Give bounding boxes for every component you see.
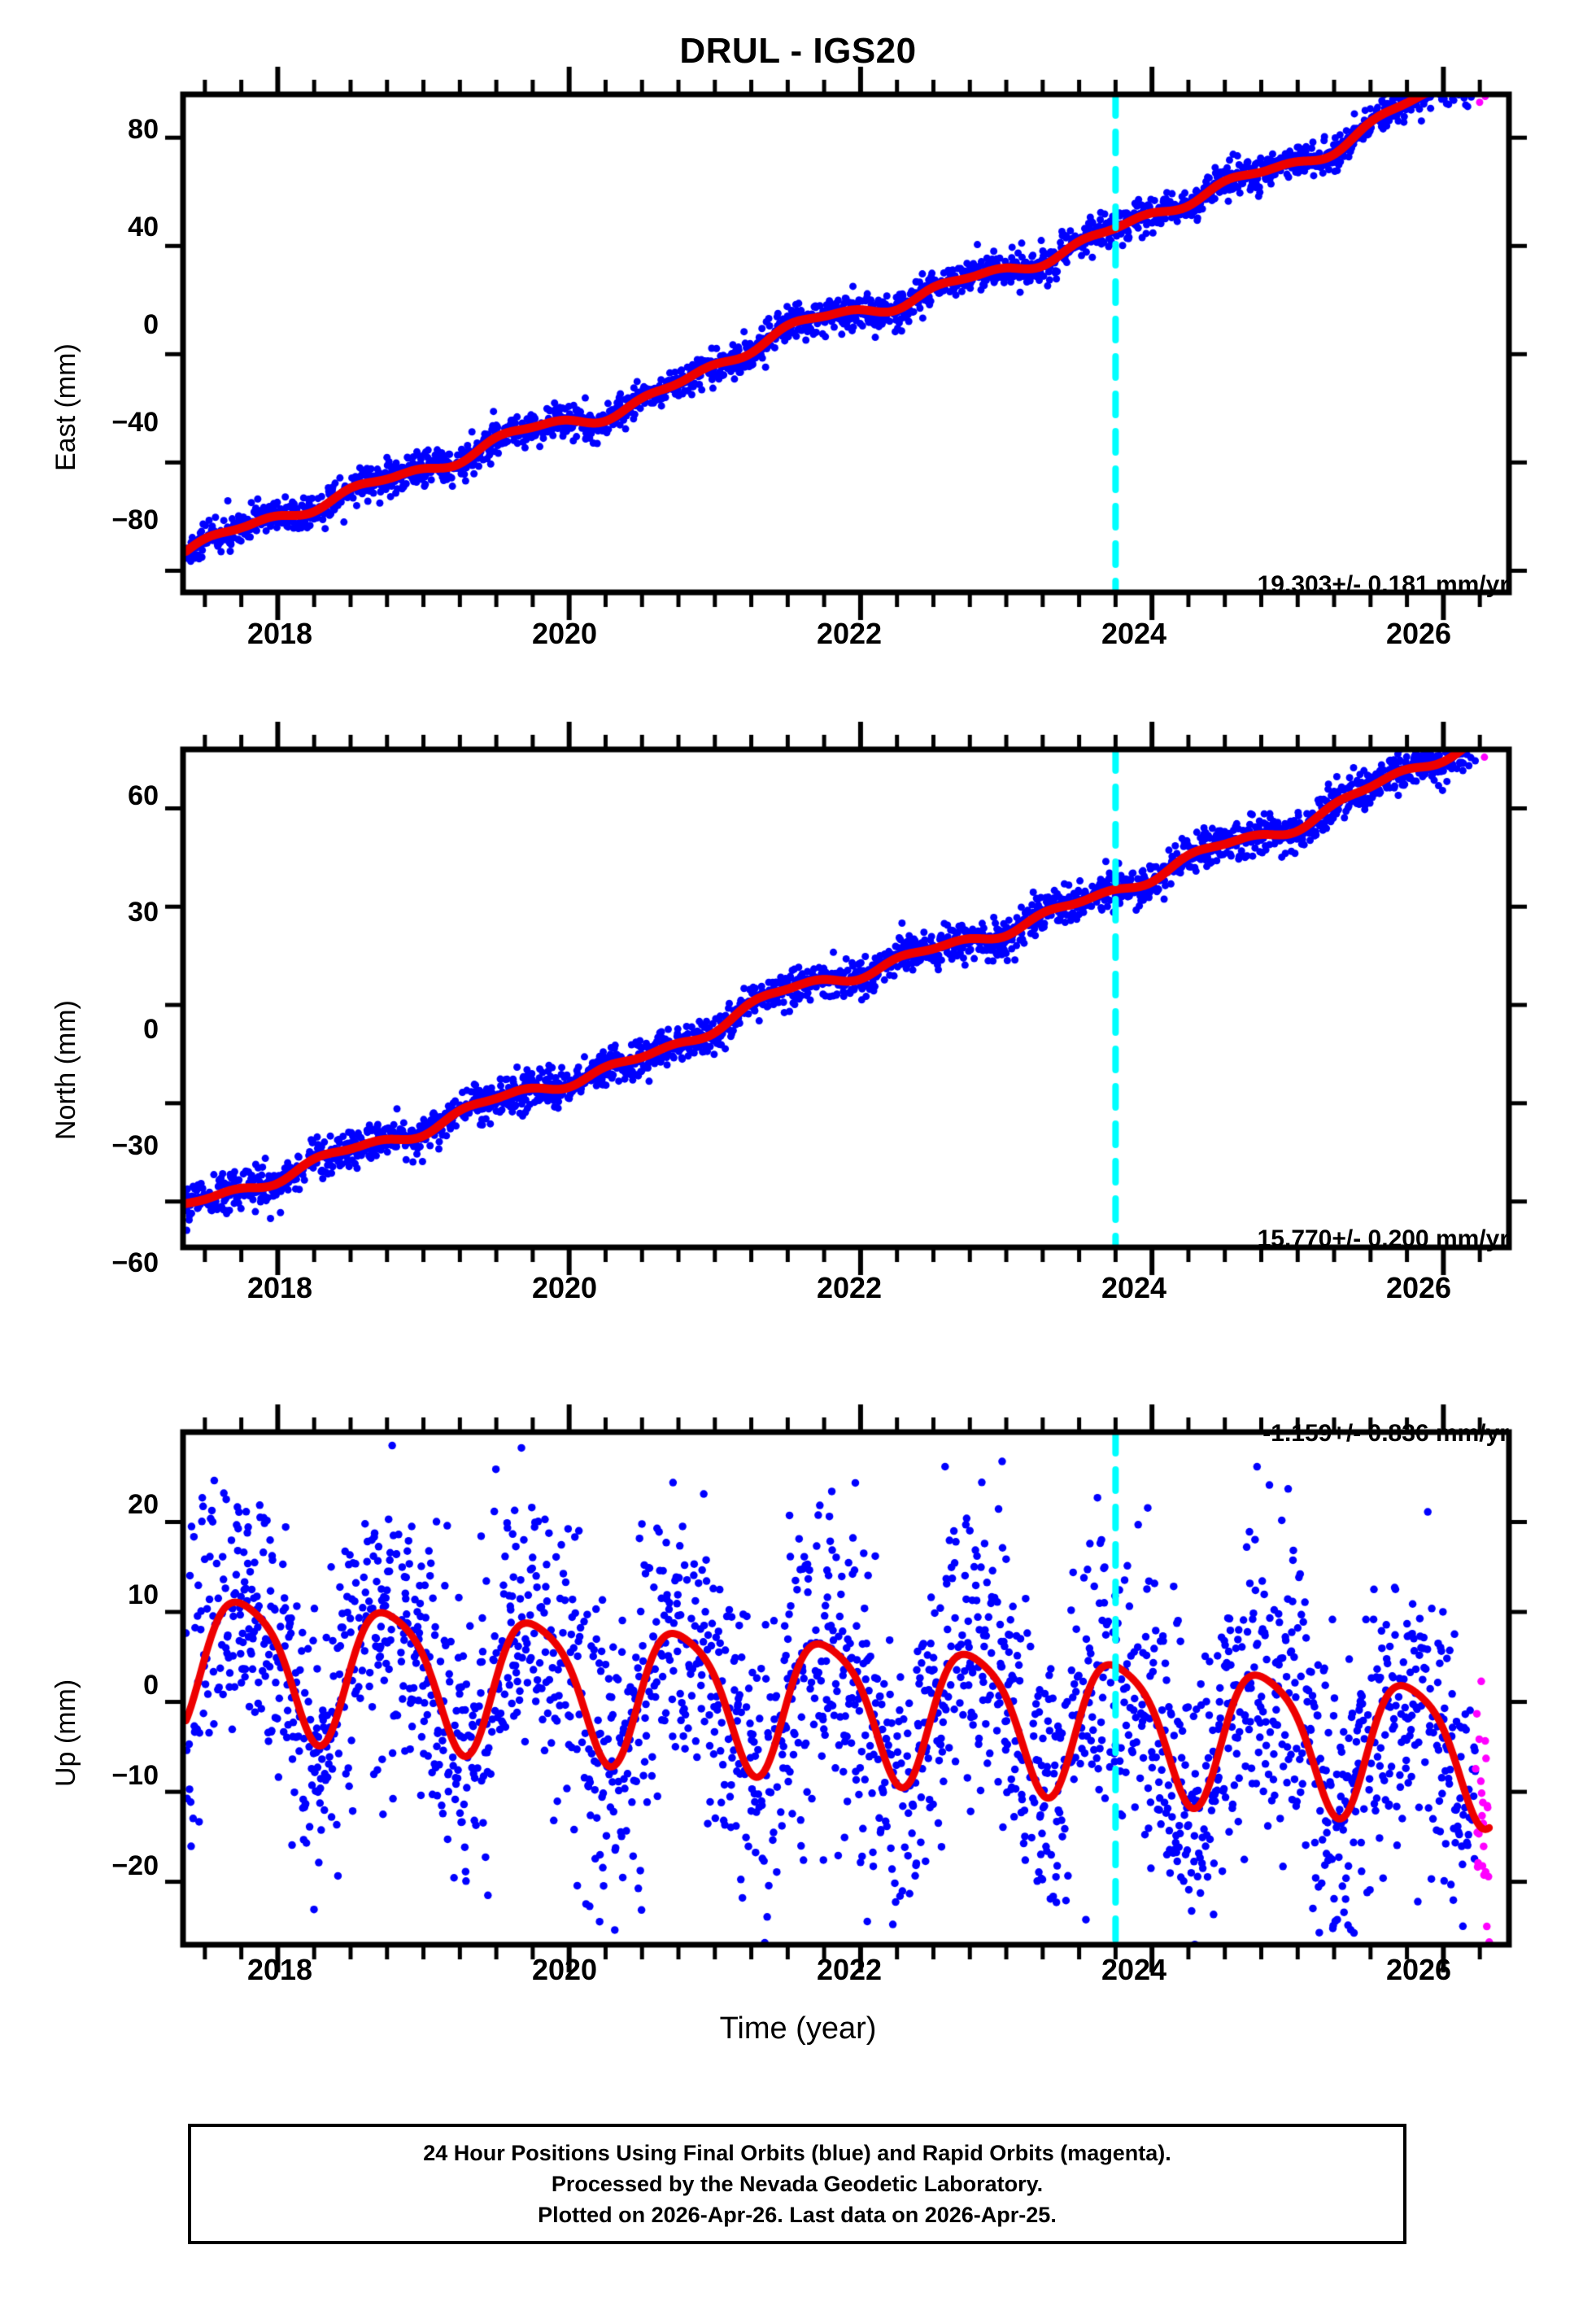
east-rate-annotation: 19.303+/- 0.181 mm/yr [1257, 571, 1509, 598]
up-ytick-10: 10 [128, 1579, 159, 1610]
east-xtick-2022: 2022 [816, 617, 883, 650]
up-ytick-neg20: −20 [111, 1850, 159, 1881]
east-ytick-40: 40 [128, 212, 159, 242]
north-ytick-60: 60 [128, 780, 159, 811]
up-xtick-2024: 2024 [1101, 1953, 1167, 1986]
footer-line-1: 24 Hour Positions Using Final Orbits (bl… [423, 2140, 1171, 2165]
east-xtick-2020: 2020 [531, 617, 598, 650]
east-xtick-2026: 2026 [1385, 617, 1452, 650]
footer-line-2: Processed by the Nevada Geodetic Laborat… [551, 2171, 1044, 2196]
up-axis-label: Up (mm) [50, 1679, 81, 1787]
north-axis-label: North (mm) [50, 1000, 81, 1140]
east-ytick-neg40: −40 [111, 407, 159, 438]
up-xtick-2022: 2022 [816, 1953, 883, 1986]
north-ytick-0: 0 [143, 1014, 159, 1045]
up-rate-annotation: -1.159+/- 0.836 mm/yr [1262, 1420, 1509, 1447]
up-ytick-neg10: −10 [111, 1760, 159, 1791]
page-title: DRUL - IGS20 [679, 31, 917, 71]
up-xtick-2026: 2026 [1385, 1953, 1452, 1986]
up-ytick-0: 0 [143, 1670, 159, 1701]
north-rate-annotation: 15.770+/- 0.200 mm/yr [1257, 1225, 1509, 1252]
east-ytick-80: 80 [128, 114, 159, 145]
east-axis-label: East (mm) [50, 343, 81, 471]
east-xtick-2024: 2024 [1101, 617, 1167, 650]
east-ytick-neg80: −80 [111, 504, 159, 535]
up-xtick-2018: 2018 [246, 1953, 313, 1986]
up-xtick-2020: 2020 [531, 1953, 598, 1986]
x-axis-title: Time (year) [719, 2011, 877, 2046]
north-xtick-2022: 2022 [816, 1271, 883, 1304]
east-ytick-0: 0 [143, 309, 159, 340]
east-xtick-2018: 2018 [246, 617, 313, 650]
north-ytick-neg60: −60 [111, 1247, 159, 1278]
up-ytick-20: 20 [128, 1489, 159, 1520]
north-ytick-neg30: −30 [111, 1130, 159, 1161]
north-xtick-2020: 2020 [531, 1271, 598, 1304]
north-xtick-2026: 2026 [1385, 1271, 1452, 1304]
footer-caption-box: 24 Hour Positions Using Final Orbits (bl… [188, 2124, 1406, 2244]
north-xtick-2018: 2018 [246, 1271, 313, 1304]
north-xtick-2024: 2024 [1101, 1271, 1167, 1304]
footer-line-3: Plotted on 2026-Apr-26. Last data on 202… [538, 2203, 1057, 2228]
north-ytick-30: 30 [128, 897, 159, 928]
